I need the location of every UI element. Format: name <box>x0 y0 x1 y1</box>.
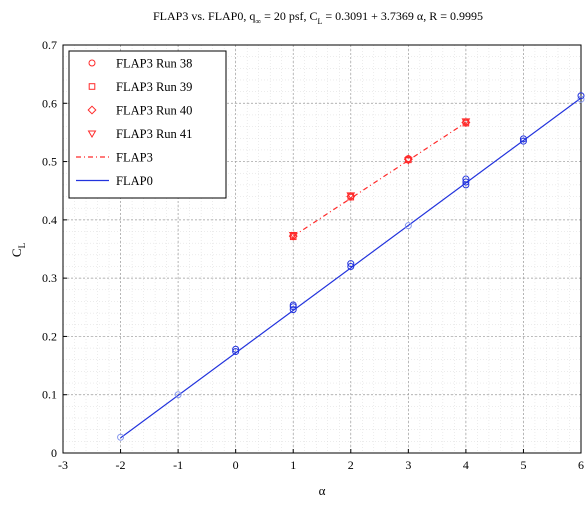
legend-box <box>68 50 227 199</box>
legend-label: FLAP3 <box>116 151 153 165</box>
y-tick-label: 0.5 <box>42 155 57 169</box>
chart-title: FLAP3 vs. FLAP0, q∞ = 20 psf, CL = 0.309… <box>153 9 483 26</box>
y-tick-label: 0.3 <box>42 271 57 285</box>
legend-label: FLAP0 <box>116 174 153 188</box>
data-point <box>347 262 355 270</box>
legend-entry: FLAP3 Run 39 <box>88 80 192 94</box>
data-point <box>577 92 585 100</box>
legend-marker-icon <box>88 83 96 90</box>
series-layer <box>117 92 585 441</box>
legend: FLAP3 Run 38 FLAP3 Run 39 FLAP3 Run 40 FLAP… <box>68 50 227 199</box>
data-point <box>289 301 297 309</box>
data-point <box>577 95 585 103</box>
y-tick-label: 0.7 <box>42 38 57 52</box>
x-axis-ticks: -3 -2 -1 0 1 2 3 4 5 6 <box>58 449 584 472</box>
legend-label: FLAP3 Run 39 <box>116 80 192 94</box>
data-point <box>347 260 355 268</box>
data-point <box>232 348 240 356</box>
data-point <box>174 391 182 399</box>
x-tick-label: -3 <box>58 458 68 472</box>
x-tick-label: -2 <box>116 458 126 472</box>
data-point <box>117 433 125 441</box>
x-tick-label: 3 <box>405 458 411 472</box>
data-point <box>289 306 297 314</box>
series-flap0 <box>120 97 582 439</box>
data-point <box>462 175 470 183</box>
series-flap0-data <box>117 92 585 441</box>
y-tick-label: 0.2 <box>42 329 57 343</box>
x-tick-label: 0 <box>233 458 239 472</box>
x-tick-label: 4 <box>463 458 469 472</box>
data-point <box>519 135 527 143</box>
data-point <box>519 137 527 145</box>
legend-marker-icon <box>88 59 96 67</box>
y-axis-ticks: 0 0.1 0.2 0.3 0.4 0.5 0.6 0.7 <box>42 38 67 460</box>
legend-marker-icon <box>87 130 97 138</box>
series-flap3 <box>292 122 467 237</box>
legend-label: FLAP3 Run 38 <box>116 57 192 71</box>
plot-frame <box>62 44 582 454</box>
legend-marker-icon <box>87 105 97 115</box>
y-tick-label: 0.4 <box>42 213 57 227</box>
data-point <box>232 345 240 353</box>
legend-entry: FLAP3 Run 40 <box>87 104 192 118</box>
x-axis-label: α <box>319 483 326 498</box>
y-tick-label: 0.6 <box>42 96 57 110</box>
series-line <box>120 97 582 439</box>
x-tick-label: 5 <box>520 458 526 472</box>
data-point <box>346 192 356 200</box>
legend-label: FLAP3 Run 40 <box>116 104 192 118</box>
y-tick-label: 0 <box>51 446 57 460</box>
data-point <box>404 222 412 230</box>
series-line <box>292 122 467 237</box>
legend-entry: FLAP3 Run 41 <box>87 127 192 141</box>
x-tick-label: -1 <box>173 458 183 472</box>
y-tick-label: 0.1 <box>42 388 57 402</box>
x-tick-label: 1 <box>290 458 296 472</box>
x-tick-label: 6 <box>578 458 584 472</box>
legend-label: FLAP3 Run 41 <box>116 127 192 141</box>
legend-entry: FLAP3 Run 38 <box>88 57 192 71</box>
data-point <box>462 178 470 186</box>
legend-entry: FLAP3 <box>76 151 153 165</box>
y-axis-label: CL <box>9 243 27 257</box>
legend-entry: FLAP0 <box>76 174 153 188</box>
x-tick-label: 2 <box>348 458 354 472</box>
data-point <box>461 118 471 126</box>
